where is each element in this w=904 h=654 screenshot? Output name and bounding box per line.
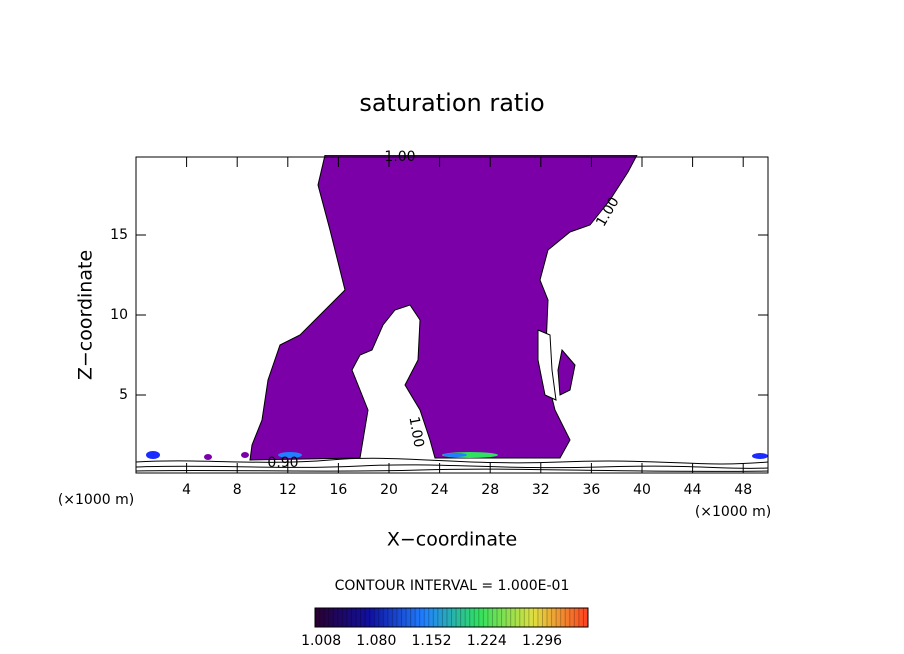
y-tick-label: 15 <box>110 227 128 243</box>
y-axis-label: Z−coordinate <box>75 250 97 380</box>
x-tick-label: 20 <box>380 482 398 498</box>
x-tick-label: 4 <box>182 482 191 498</box>
x-tick-label: 32 <box>532 482 550 498</box>
y-tick-label: 10 <box>110 307 128 323</box>
colorbar-tick-label: 1.152 <box>412 633 452 649</box>
x-tick-label: 12 <box>279 482 297 498</box>
x-tick-label: 8 <box>233 482 242 498</box>
unsaturated-pocket <box>537 329 557 401</box>
x-tick-label: 44 <box>684 482 702 498</box>
small-cells <box>146 451 768 460</box>
x-tick-label: 28 <box>481 482 499 498</box>
x-tick-label: 48 <box>734 482 752 498</box>
colorbar-tick-label: 1.296 <box>522 633 562 649</box>
supersaturated-blob <box>557 348 576 396</box>
x-axis-label: X−coordinate <box>387 529 517 551</box>
x-unit-label: (×1000 m) <box>695 504 771 520</box>
x-tick-label: 40 <box>633 482 651 498</box>
contour-label: 1.00 <box>384 149 415 165</box>
x-tick-label: 16 <box>329 482 347 498</box>
chart-title: saturation ratio <box>359 89 544 117</box>
contour-label: 1.00 <box>405 415 426 448</box>
supersaturated-region <box>249 155 638 461</box>
y-unit-label: (×1000 m) <box>58 492 134 508</box>
contour-interval: CONTOUR INTERVAL = 1.000E-01 <box>335 578 570 594</box>
contour-label: 0.90 <box>267 455 298 471</box>
plot-area <box>136 155 768 472</box>
x-tick-label: 24 <box>431 482 449 498</box>
y-tick-label: 5 <box>119 387 128 403</box>
colorbar-tick-label: 1.224 <box>467 633 507 649</box>
contour-lines <box>136 457 768 472</box>
x-tick-label: 36 <box>582 482 600 498</box>
colorbar <box>314 607 589 628</box>
colorbar-tick-label: 1.080 <box>356 633 396 649</box>
colorbar-tick-label: 1.008 <box>301 633 341 649</box>
